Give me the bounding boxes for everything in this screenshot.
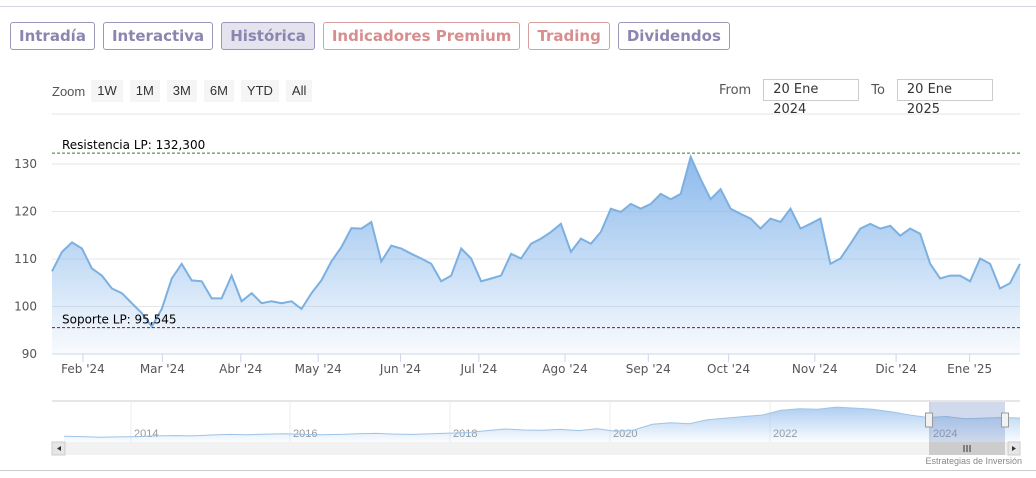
arrow-left-icon: [57, 446, 61, 451]
zoom-selector: Zoom 1W 1M 3M 6M YTD All: [52, 80, 319, 102]
tab-dividendos[interactable]: Dividendos: [617, 22, 730, 50]
zoom-ytd-button[interactable]: YTD: [240, 80, 279, 102]
to-label: To: [871, 82, 885, 98]
grip-icon: [963, 445, 971, 452]
zoom-3m-button[interactable]: 3M: [166, 80, 197, 102]
arrow-right-icon: [1012, 446, 1016, 451]
x-tick-label: Sep '24: [626, 362, 671, 376]
chart-mode-tabs: Intradía Interactiva Histórica Indicadores …: [10, 22, 730, 50]
navigator-area: [64, 407, 1020, 442]
resistance-label: Resistencia LP: 132,300: [62, 138, 205, 152]
navigator-handle[interactable]: [925, 412, 934, 428]
from-label: From: [719, 82, 752, 98]
tab-trading[interactable]: Trading: [528, 22, 610, 50]
x-tick-label: Nov '24: [792, 362, 838, 376]
y-tick-label: 90: [22, 347, 37, 361]
from-date-input[interactable]: 20 Ene 2024: [763, 79, 860, 117]
x-tick-label: Jun '24: [379, 362, 421, 376]
x-tick-label: Ago '24: [542, 362, 588, 376]
price-area: [52, 156, 1020, 354]
navigator-line: [63, 406, 1021, 438]
x-tick-label: Jul '24: [459, 362, 497, 376]
x-tick-label: Abr '24: [219, 362, 262, 376]
y-tick-label: 100: [14, 300, 37, 314]
tab-hist-rica[interactable]: Histórica: [221, 22, 315, 50]
zoom-1m-button[interactable]: 1M: [129, 80, 160, 102]
navigator-handle[interactable]: [1001, 412, 1009, 428]
zoom-6m-button[interactable]: 6M: [203, 80, 234, 102]
navigator-selection: [929, 402, 1005, 442]
credits-link[interactable]: Estrategias de Inversión: [925, 456, 1022, 466]
x-tick-label: Dic '24: [875, 362, 917, 376]
tab-interactiva[interactable]: Interactiva: [102, 22, 214, 50]
x-tick-label: Feb '24: [61, 362, 105, 376]
bottom-divider: [0, 470, 1036, 471]
y-tick-label: 120: [14, 205, 37, 219]
y-tick-label: 130: [14, 157, 37, 171]
support-label: Soporte LP: 95,545: [62, 313, 177, 327]
zoom-1w-button[interactable]: 1W: [91, 80, 123, 102]
zoom-all-button[interactable]: All: [285, 80, 313, 102]
y-tick-label: 110: [14, 252, 37, 266]
x-tick-label: Mar '24: [140, 362, 185, 376]
date-range: From 20 Ene 2024 To 20 Ene 2025: [719, 79, 993, 117]
x-tick-label: May '24: [295, 362, 342, 376]
x-tick-label: Oct '24: [707, 362, 750, 376]
price-line: [51, 153, 1021, 329]
to-date-input[interactable]: 20 Ene 2025: [896, 79, 993, 117]
scrollbar-track[interactable]: [52, 442, 1020, 455]
top-divider: [0, 6, 1036, 7]
tab-indicadores-premium[interactable]: Indicadores Premium: [322, 22, 521, 50]
zoom-label: Zoom: [52, 83, 86, 99]
tab-intrad-a[interactable]: Intradía: [10, 22, 95, 50]
x-tick-label: Ene '25: [947, 362, 992, 376]
